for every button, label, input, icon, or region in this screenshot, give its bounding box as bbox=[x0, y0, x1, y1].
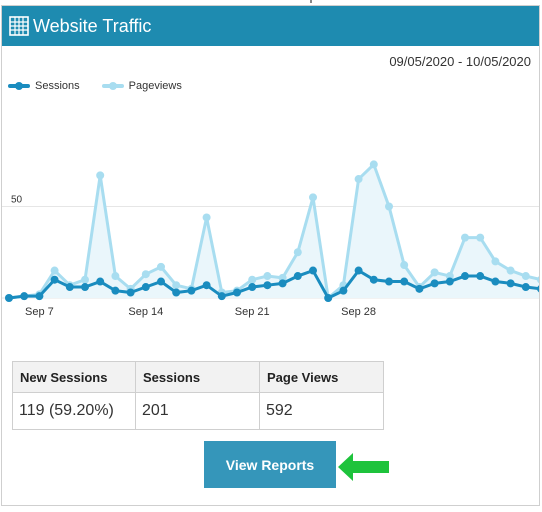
scroll-marker bbox=[310, 0, 312, 3]
pageviews-point bbox=[521, 272, 530, 281]
legend-item-sessions[interactable]: Sessions bbox=[8, 80, 80, 92]
header-sessions: Sessions bbox=[135, 361, 260, 393]
x-tick-label: Sep 14 bbox=[128, 306, 163, 318]
sessions-point bbox=[20, 292, 29, 301]
widget-header: Website Traffic bbox=[2, 6, 539, 46]
sessions-point bbox=[476, 272, 485, 281]
pageviews-point bbox=[385, 202, 393, 211]
sessions-point bbox=[96, 277, 105, 286]
legend-label-sessions: Sessions bbox=[35, 80, 80, 92]
sessions-point bbox=[202, 281, 211, 290]
sessions-point bbox=[354, 266, 363, 275]
sessions-point bbox=[248, 283, 257, 292]
x-tick-label: Sep 7 bbox=[25, 306, 54, 318]
sessions-point bbox=[172, 288, 181, 297]
sessions-point bbox=[187, 286, 196, 295]
legend-label-pageviews: Pageviews bbox=[128, 80, 182, 92]
sessions-point bbox=[400, 277, 409, 286]
sessions-point bbox=[263, 281, 272, 290]
legend-item-pageviews[interactable]: Pageviews bbox=[101, 80, 182, 92]
sessions-point bbox=[537, 285, 539, 293]
pageviews-line bbox=[8, 161, 539, 301]
sessions-point bbox=[445, 277, 454, 286]
header-page-views: Page Views bbox=[259, 361, 384, 393]
pageviews-point bbox=[476, 233, 485, 242]
sessions-point bbox=[415, 284, 424, 293]
chart-legend: Sessions Pageviews bbox=[8, 80, 204, 92]
sessions-point bbox=[5, 294, 13, 302]
sessions-point bbox=[126, 288, 135, 297]
stats-value-row: 119 (59.20%) 201 592 bbox=[12, 392, 384, 430]
sessions-point bbox=[461, 272, 469, 281]
pageviews-point bbox=[309, 193, 317, 202]
pageviews-point bbox=[141, 270, 150, 279]
sessions-point bbox=[309, 266, 317, 275]
pageviews-point bbox=[96, 171, 105, 180]
sessions-point bbox=[233, 288, 241, 297]
pageviews-point bbox=[491, 257, 500, 266]
pageviews-point bbox=[172, 281, 181, 290]
x-tick-label: Sep 28 bbox=[341, 306, 376, 318]
sessions-point bbox=[293, 272, 302, 281]
sessions-swatch bbox=[8, 82, 30, 90]
y-tick-label: 50 bbox=[11, 195, 23, 206]
stats-table: New Sessions Sessions Page Views 119 (59… bbox=[12, 361, 384, 430]
pageviews-point bbox=[293, 248, 302, 257]
sessions-point bbox=[491, 277, 500, 286]
sessions-point bbox=[217, 292, 226, 301]
pageviews-swatch bbox=[101, 82, 124, 90]
pageviews-point bbox=[81, 275, 89, 284]
sessions-point bbox=[385, 277, 393, 286]
grid-chart-icon bbox=[9, 16, 29, 36]
value-new-sessions: 119 (59.20%) bbox=[12, 392, 136, 430]
sessions-point bbox=[521, 283, 530, 292]
pageviews-point bbox=[506, 266, 515, 275]
pageviews-point bbox=[157, 262, 165, 271]
left-arrow-icon bbox=[338, 453, 389, 481]
x-tick-label: Sep 21 bbox=[235, 306, 270, 318]
sessions-point bbox=[35, 292, 44, 301]
pageviews-point bbox=[354, 175, 363, 184]
header-new-sessions: New Sessions bbox=[12, 361, 136, 393]
sessions-point bbox=[339, 286, 348, 295]
sessions-point bbox=[506, 279, 515, 288]
top-strip bbox=[0, 0, 542, 5]
pageviews-point bbox=[537, 276, 539, 284]
pageviews-point bbox=[278, 273, 287, 282]
pageviews-point bbox=[445, 272, 454, 281]
pageviews-point bbox=[400, 261, 409, 270]
sessions-point bbox=[430, 279, 439, 288]
website-traffic-widget: Website Traffic 09/05/2020 - 10/05/2020 … bbox=[1, 5, 540, 506]
sessions-point bbox=[81, 283, 89, 292]
pageviews-point bbox=[202, 213, 211, 222]
stats-header-row: New Sessions Sessions Page Views bbox=[12, 361, 384, 393]
pageviews-point bbox=[248, 275, 257, 284]
sessions-point bbox=[157, 277, 165, 286]
value-page-views: 592 bbox=[259, 392, 384, 430]
pageviews-point bbox=[263, 272, 272, 281]
widget-title: Website Traffic bbox=[33, 15, 152, 36]
view-reports-button[interactable]: View Reports bbox=[204, 441, 336, 488]
pageviews-point bbox=[369, 160, 378, 169]
pageviews-point bbox=[461, 233, 469, 242]
pageviews-point bbox=[50, 266, 59, 275]
sessions-point bbox=[369, 275, 378, 284]
sessions-point bbox=[111, 286, 120, 295]
date-range: 09/05/2020 - 10/05/2020 bbox=[389, 54, 531, 69]
pageviews-point bbox=[430, 268, 439, 277]
pageviews-point bbox=[111, 272, 120, 281]
sessions-point bbox=[65, 283, 74, 292]
sessions-point bbox=[50, 275, 59, 284]
sessions-point bbox=[278, 279, 287, 288]
sessions-point bbox=[324, 294, 333, 302]
value-sessions: 201 bbox=[135, 392, 260, 430]
sessions-point bbox=[141, 283, 150, 292]
